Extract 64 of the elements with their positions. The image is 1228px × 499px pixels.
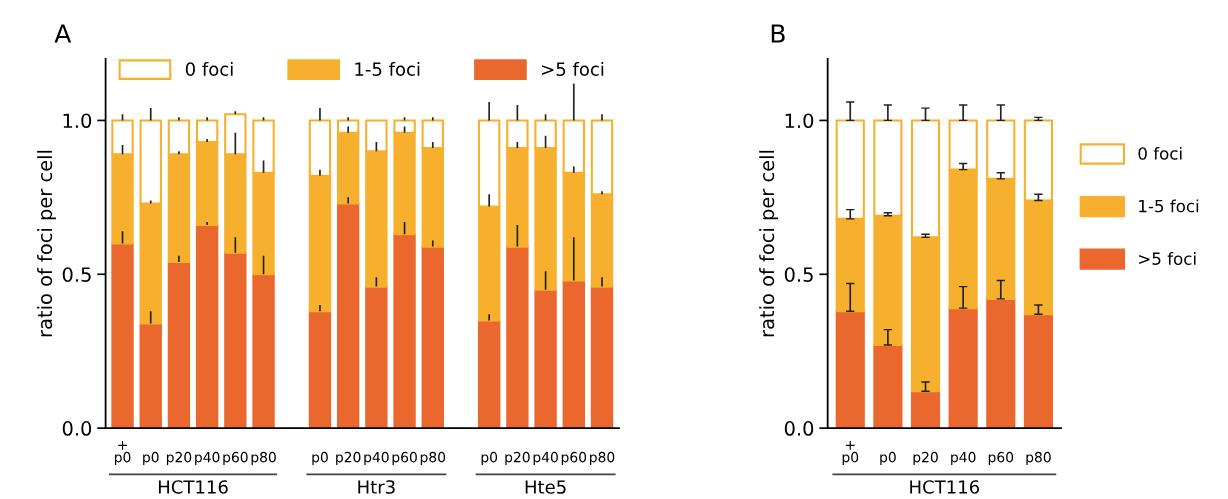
text: Hte5 (525, 480, 566, 494)
bar (308, 310, 332, 429)
bar (252, 273, 275, 429)
bar (139, 322, 162, 429)
x-tick-label: p60 (561, 451, 587, 466)
bar (506, 245, 529, 429)
y-tick-label: 0.5 (784, 267, 813, 282)
x-tick-label: p80 (1026, 451, 1051, 466)
x-tick-label: p80 (251, 451, 276, 466)
x-tick-label: p20 (913, 451, 938, 466)
bar (195, 224, 219, 429)
legend-label: 1-5 foci (1139, 199, 1199, 213)
x-tick-label: p20 (166, 451, 192, 466)
bar (835, 310, 865, 429)
bar (421, 245, 444, 429)
bar (167, 260, 191, 429)
x-tick-label: p80 (420, 451, 446, 466)
x-tick-label: p0 (143, 451, 159, 466)
chart-title: A (54, 24, 72, 43)
x-tick-label: p0 (481, 451, 498, 466)
x-tick-label: p40 (533, 451, 558, 466)
x-tick-label: p60 (223, 451, 248, 466)
x-tick-label: p20 (505, 451, 530, 466)
bar (986, 297, 1016, 429)
legend-label: 0 foci (1138, 146, 1182, 160)
x-tick-label: p0 (312, 451, 328, 466)
legend-label: 0 foci (185, 61, 233, 76)
chart-title: B (771, 24, 785, 43)
x-tick-label: + p0 (842, 441, 859, 466)
x-tick-label: + p0 (114, 441, 131, 466)
bar (336, 202, 360, 429)
bar (393, 233, 416, 429)
y-tick-label: 1.0 (785, 113, 814, 129)
bar (477, 319, 501, 429)
legend-label: >5 foci (542, 61, 604, 76)
bar (224, 251, 247, 429)
bar (534, 288, 557, 429)
y-axis-title: ratio of foci per cell (759, 150, 778, 337)
y-tick-label: 0.0 (784, 421, 814, 436)
x-tick-label: p40 (364, 451, 389, 466)
bar (365, 285, 388, 429)
x-tick-label: p60 (392, 451, 417, 466)
bar (910, 390, 941, 429)
bar (562, 279, 585, 429)
x-tick-label: p0 (880, 451, 896, 466)
y-axis-title: ratio of foci per cell (37, 150, 56, 337)
text: HCT116 (158, 480, 228, 494)
legend-label: >5 foci (1139, 252, 1196, 265)
legend-label: 1-5 foci (355, 61, 420, 76)
y-tick-label: 0.5 (62, 267, 91, 282)
text: Htr3 (358, 480, 395, 494)
bar (948, 307, 978, 429)
x-tick-label: p20 (336, 451, 361, 466)
x-tick-label: p60 (988, 451, 1014, 466)
bar (1023, 313, 1053, 429)
x-tick-label: p40 (195, 451, 220, 466)
bar (111, 242, 134, 429)
x-tick-label: p40 (951, 451, 976, 466)
bar (590, 285, 614, 429)
bar (873, 344, 903, 429)
y-tick-label: 1.0 (63, 113, 92, 129)
y-tick-label: 0.0 (62, 421, 92, 436)
x-tick-label: p80 (590, 451, 615, 466)
text: HCT116 (910, 480, 980, 494)
